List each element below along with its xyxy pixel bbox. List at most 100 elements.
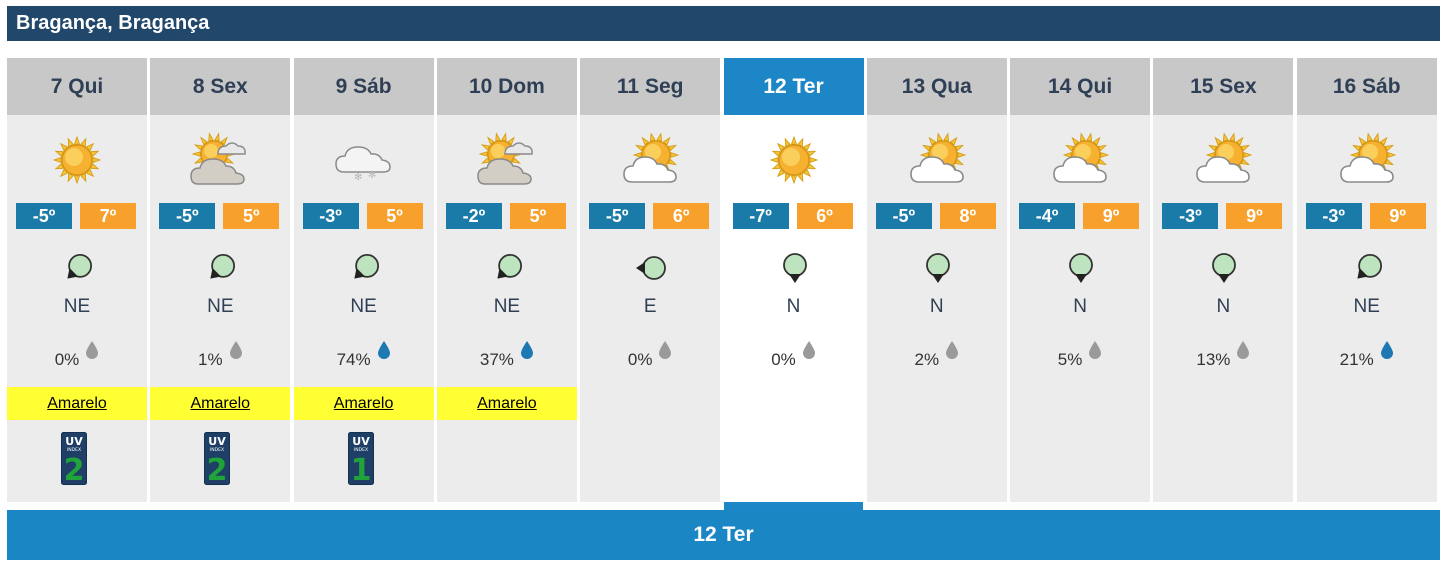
partly-cloudy-icon <box>1048 128 1112 192</box>
day-column[interactable]: 13 Qua -5º 8º N 2% <box>866 58 1007 502</box>
day-header[interactable]: 13 Qua <box>866 58 1007 115</box>
temperature-range: -5º 5º <box>159 203 281 229</box>
wind-arrow-icon <box>62 249 94 287</box>
precipitation-probability: 1% <box>198 349 223 369</box>
wind-direction: NE <box>207 296 234 317</box>
wind-arrow-icon <box>205 249 237 287</box>
temperature-range: -3º 9º <box>1305 203 1428 229</box>
selected-day-bar[interactable]: 12 Ter <box>7 510 1440 560</box>
day-column[interactable]: 10 Dom -2º 5º NE 37% Amarelo <box>436 58 577 502</box>
day-header[interactable]: 10 Dom <box>436 58 577 115</box>
precipitation: 74% <box>294 341 434 370</box>
svg-text:UV: UV <box>352 435 370 448</box>
temperature-range: -5º 7º <box>16 203 138 229</box>
max-temperature: 6º <box>796 203 853 229</box>
svg-text:INDEX: INDEX <box>210 447 224 453</box>
warning-link[interactable]: Amarelo <box>7 387 147 420</box>
day-column[interactable]: 8 Sex -5º 5º NE 1% Amarelo UV INDEX 2 <box>150 58 291 502</box>
sun-icon <box>762 128 826 192</box>
precipitation: 5% <box>1010 341 1150 370</box>
precipitation-probability: 0% <box>771 349 796 369</box>
day-header[interactable]: 14 Qui <box>1010 58 1151 115</box>
wind-arrow-icon <box>492 249 524 287</box>
min-temperature: -2º <box>445 203 502 229</box>
warning-link[interactable]: Amarelo <box>293 387 434 420</box>
svg-text:INDEX: INDEX <box>67 447 81 453</box>
max-temperature: 9º <box>1226 203 1283 229</box>
sun-behind-cloud-icon <box>188 128 252 192</box>
max-temperature: 7º <box>80 203 136 229</box>
day-header[interactable]: 11 Seg <box>580 58 721 115</box>
precipitation: 0% <box>580 341 720 370</box>
svg-text:✻: ✻ <box>354 172 362 183</box>
temperature-range: -5º 8º <box>875 203 998 229</box>
min-temperature: -3º <box>1305 203 1362 229</box>
precipitation: 21% <box>1297 341 1437 370</box>
selected-day-indicator <box>724 502 863 510</box>
svg-text:INDEX: INDEX <box>354 447 368 453</box>
wind-direction: E <box>643 296 657 317</box>
sun-icon <box>45 128 109 192</box>
wind-arrow-icon <box>349 249 381 287</box>
wind-arrow-icon <box>1208 249 1240 287</box>
day-column[interactable]: 9 Sáb ✻ ✻ -3º 5º NE 74% Amarelo UV INDEX 1 <box>293 58 434 502</box>
svg-text:UV: UV <box>209 435 227 448</box>
raindrop-icon <box>945 340 959 365</box>
min-temperature: -5º <box>589 203 646 229</box>
wind-direction: N <box>1073 296 1087 317</box>
precipitation-probability: 0% <box>54 349 80 369</box>
svg-text:UV: UV <box>65 435 83 448</box>
precipitation-probability: 2% <box>914 349 940 369</box>
wind-direction: NE <box>1353 296 1380 317</box>
raindrop-icon <box>1380 340 1394 365</box>
precipitation: 2% <box>867 341 1007 370</box>
day-column[interactable]: 7 Qui -5º 7º NE 0% Amarelo UV INDEX 2 <box>7 58 147 502</box>
partly-cloudy-icon <box>618 128 682 192</box>
day-header[interactable]: 15 Sex <box>1153 58 1294 115</box>
day-column[interactable]: 15 Sex -3º 9º N 13% <box>1153 58 1294 502</box>
temperature-range: -3º 9º <box>1162 203 1284 229</box>
wind-direction: NE <box>350 296 377 317</box>
wind-direction: N <box>929 296 944 317</box>
day-column[interactable]: 16 Sáb -3º 9º NE 21% <box>1296 58 1437 502</box>
day-column[interactable]: 12 Ter -7º 6º N 0% <box>723 58 864 502</box>
min-temperature: -7º <box>732 203 789 229</box>
day-header[interactable]: 7 Qui <box>7 58 147 115</box>
day-header[interactable]: 16 Sáb <box>1296 58 1437 115</box>
max-temperature: 6º <box>653 203 710 229</box>
warning-link[interactable]: Amarelo <box>436 387 577 420</box>
min-temperature: -3º <box>1162 203 1219 229</box>
day-column[interactable]: 14 Qui -4º 9º N 5% <box>1010 58 1151 502</box>
raindrop-icon <box>658 340 672 365</box>
min-temperature: -3º <box>302 203 359 229</box>
day-column[interactable]: 11 Seg -5º 6º E 0% <box>580 58 721 502</box>
max-temperature: 9º <box>1083 203 1140 229</box>
uv-index-icon: UV INDEX 1 <box>347 432 374 488</box>
wind-arrow-icon <box>922 249 954 287</box>
day-header[interactable]: 12 Ter <box>723 58 864 115</box>
precipitation-probability: 0% <box>627 349 653 369</box>
wind-arrow-icon <box>1065 249 1097 287</box>
min-temperature: -5º <box>875 203 932 229</box>
min-temperature: -5º <box>159 203 216 229</box>
wind-arrow-icon <box>779 249 811 287</box>
temperature-range: -7º 6º <box>732 203 855 229</box>
warning-link[interactable]: Amarelo <box>150 387 291 420</box>
location-title: Bragança, Bragança <box>7 6 1440 41</box>
temperature-range: -4º 9º <box>1019 203 1141 229</box>
precipitation: 0% <box>7 341 147 370</box>
svg-text:1: 1 <box>350 453 371 485</box>
sun-behind-cloud-icon <box>475 128 539 192</box>
raindrop-icon <box>229 340 243 365</box>
max-temperature: 5º <box>509 203 566 229</box>
wind-direction: N <box>786 296 801 317</box>
wind-direction: N <box>1216 296 1231 317</box>
uv-index-icon: UV INDEX 2 <box>204 432 231 488</box>
raindrop-icon <box>377 340 391 365</box>
wind-arrow-icon <box>1352 249 1384 287</box>
day-header[interactable]: 9 Sáb <box>293 58 434 115</box>
day-header[interactable]: 8 Sex <box>150 58 291 115</box>
max-temperature: 5º <box>223 203 280 229</box>
wind-direction: NE <box>63 296 91 317</box>
precipitation-probability: 74% <box>336 349 371 369</box>
